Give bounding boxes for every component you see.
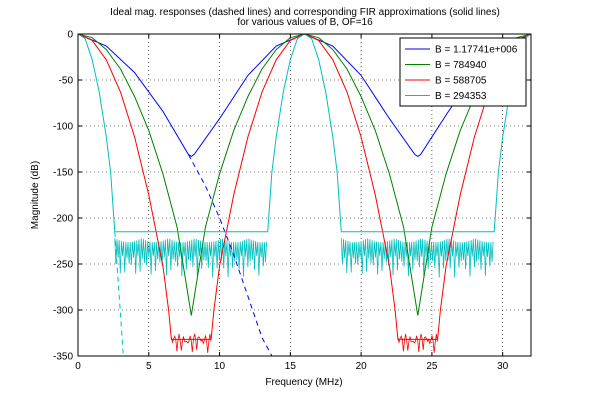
noise-floor-b-294353 <box>340 238 494 278</box>
series-line-b-1-17741e-006 <box>78 34 531 158</box>
chart-title-line-2: for various values of B, OF=16 <box>237 17 373 28</box>
y-tick-label: -100 <box>53 122 73 133</box>
chart-title-line-1: Ideal mag. responses (dashed lines) and … <box>110 7 500 18</box>
x-tick-label: 20 <box>356 361 368 372</box>
x-tick-label: 25 <box>426 361 438 372</box>
legend-label: B = 294353 <box>435 91 487 102</box>
chart-title: Ideal mag. responses (dashed lines) and … <box>110 7 500 28</box>
legend-label: B = 1.17741e+006 <box>435 45 518 56</box>
legend-label: B = 588705 <box>435 76 487 87</box>
x-tick-label: 0 <box>75 361 81 372</box>
series-line-b-784940 <box>78 34 531 316</box>
y-axis-label: Magnitude (dB) <box>30 161 41 229</box>
x-tick-label: 5 <box>146 361 152 372</box>
ideal-line-b-1-17741e-006 <box>187 154 273 356</box>
y-tick-label: -50 <box>59 76 74 87</box>
x-tick-label: 10 <box>214 361 226 372</box>
noise-floor-b-588705 <box>171 333 212 353</box>
y-tick-label: -150 <box>53 168 73 179</box>
y-tick-label: 0 <box>67 30 73 41</box>
y-tick-label: -350 <box>53 352 73 363</box>
curves <box>78 34 531 356</box>
y-tick-label: -300 <box>53 306 73 317</box>
y-tick-label: -200 <box>53 214 73 225</box>
y-axis-ticks: 0 -50 -100 -150 -200 -250 -300 -350 <box>53 30 531 363</box>
plot-frame <box>77 33 532 357</box>
series-line-b-588705 <box>78 34 531 340</box>
x-tick-label: 30 <box>497 361 509 372</box>
series-line-b-294353 <box>78 34 531 233</box>
legend-label: B = 784940 <box>435 60 487 71</box>
noise-floor-b-294353 <box>114 238 267 278</box>
y-tick-label: -250 <box>53 260 73 271</box>
x-axis-label: Frequency (MHz) <box>265 377 342 388</box>
legend: B = 1.17741e+006 B = 784940 B = 588705 B = … <box>399 37 527 107</box>
x-axis-ticks: 0 5 10 15 20 25 30 <box>75 34 509 372</box>
noise-floor-b-588705 <box>397 333 438 353</box>
x-tick-label: 15 <box>285 361 297 372</box>
ideal-line-b-294353 <box>114 231 124 356</box>
